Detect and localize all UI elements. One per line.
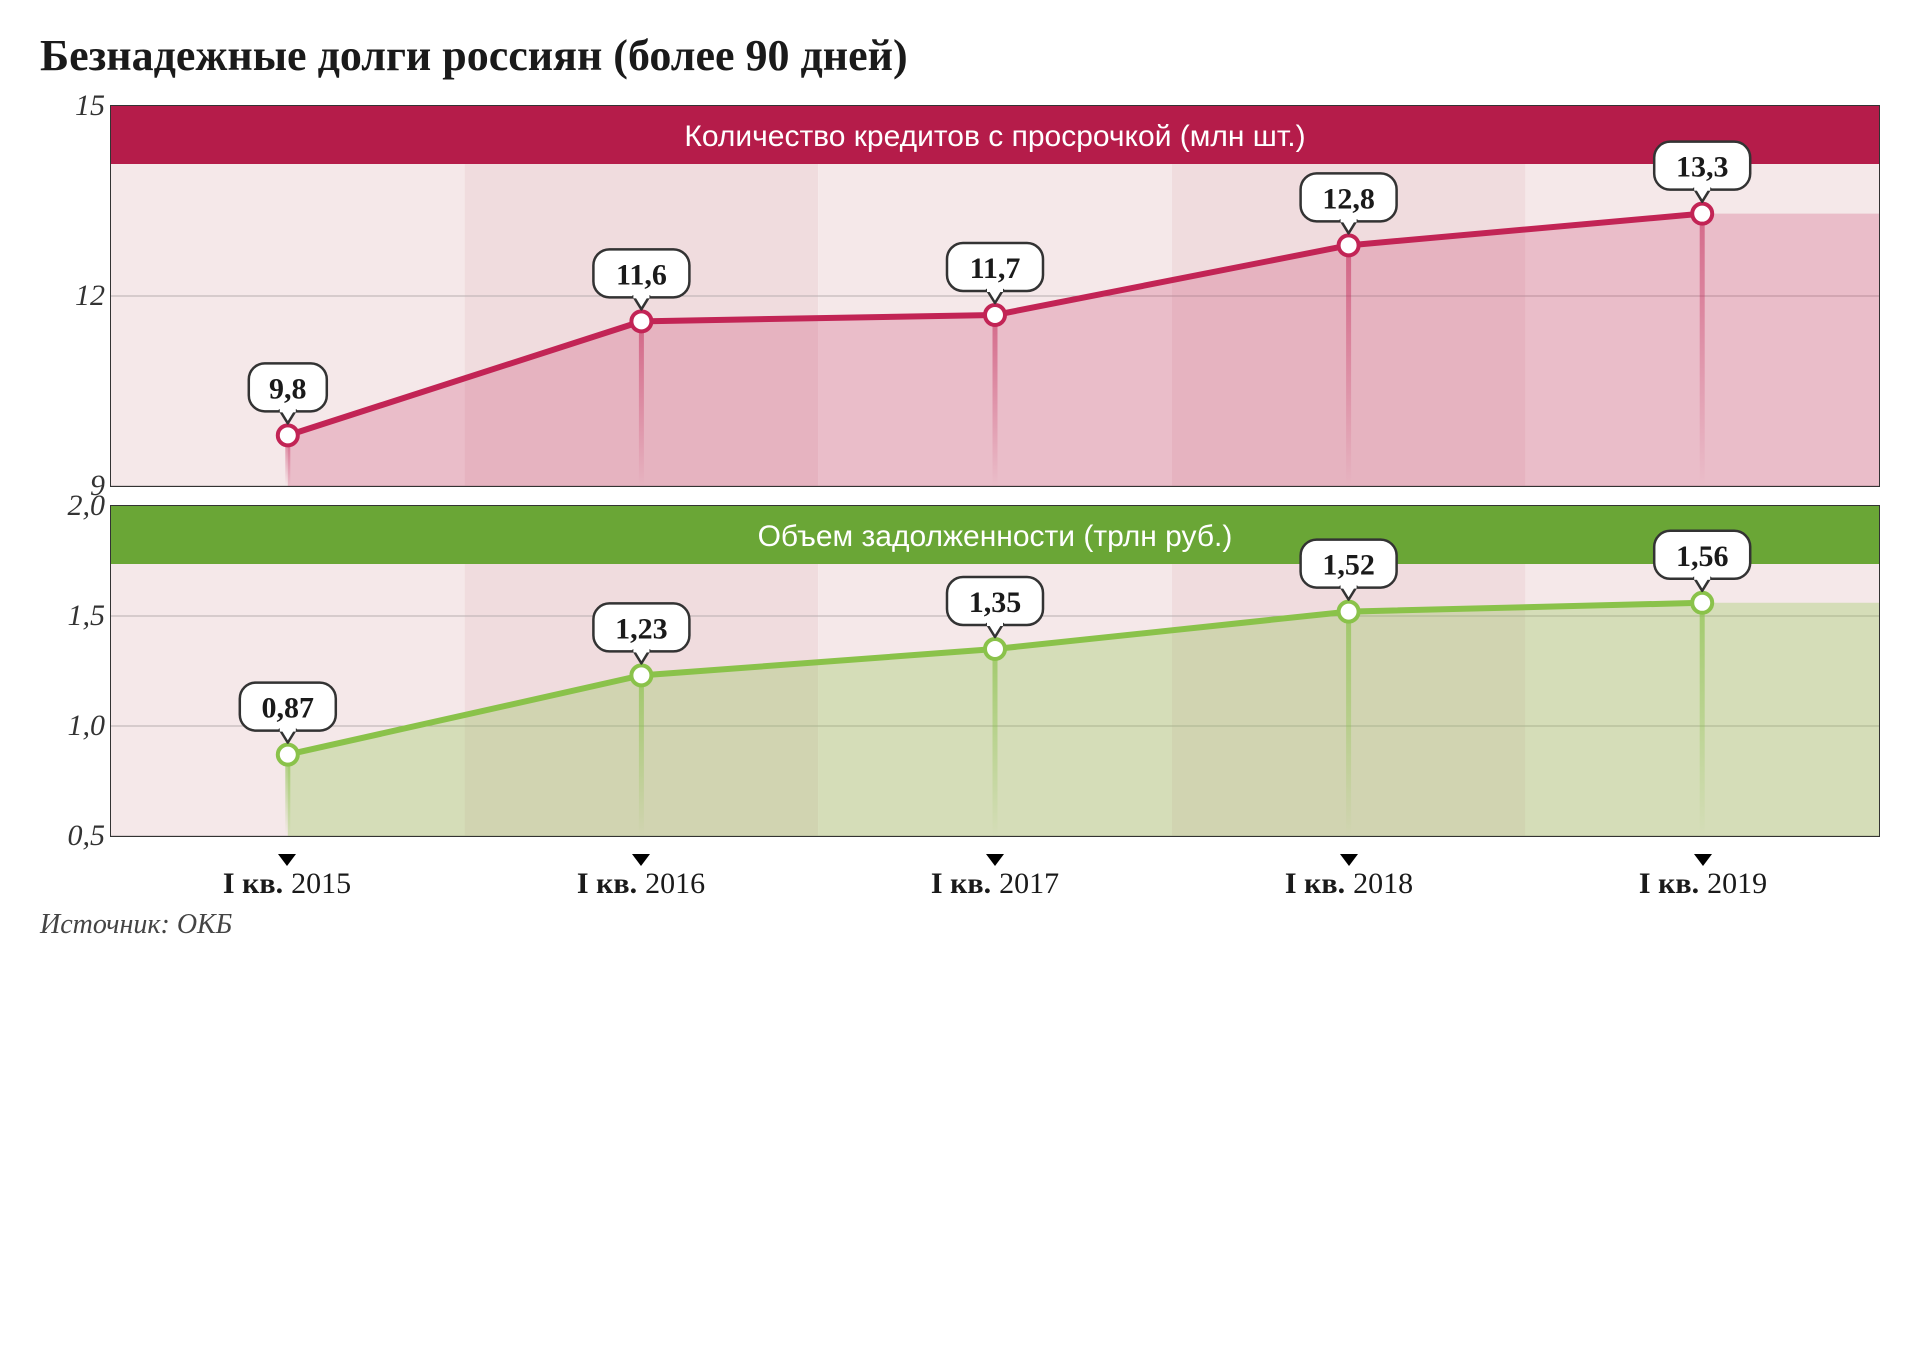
x-axis-label: I кв.2016 [577, 867, 705, 901]
x-tick-mark [632, 854, 650, 866]
chart-volume: 0,51,01,52,0 Объем задолженности (трлн р… [110, 505, 1880, 837]
value-label: 1,35 [969, 586, 1022, 619]
x-axis-label: I кв.2019 [1639, 867, 1767, 901]
y-tick-label: 0,5 [41, 819, 105, 853]
y-tick-label: 15 [41, 89, 105, 123]
value-label: 0,87 [262, 692, 315, 725]
chart-loans: 91215 Количество кредитов с просрочкой (… [110, 105, 1880, 487]
chart-header-label: Количество кредитов с просрочкой (млн шт… [684, 120, 1305, 153]
value-label: 13,3 [1676, 151, 1729, 184]
chart-loans-body: 91215 Количество кредитов с просрочкой (… [111, 106, 1879, 486]
value-label: 1,52 [1322, 549, 1375, 582]
x-tick-mark [1694, 854, 1712, 866]
source-label: Источник: ОКБ [40, 909, 1880, 941]
x-axis-label: I кв.2018 [1285, 867, 1413, 901]
y-tick-label: 2,0 [41, 489, 105, 523]
x-tick-mark [278, 854, 296, 866]
value-label: 1,23 [615, 612, 668, 645]
value-label: 12,8 [1322, 182, 1375, 215]
page-title: Безнадежные долги россиян (более 90 дней… [40, 30, 1880, 81]
y-tick-label: 1,5 [41, 599, 105, 633]
chart-volume-body: 0,51,01,52,0 Объем задолженности (трлн р… [111, 506, 1879, 836]
chart-volume-plot: Объем задолженности (трлн руб.) 0,87 1,23 1… [111, 506, 1879, 836]
x-axis: I кв.2015 I кв.2016 I кв.2017 I кв.2018 I кв… [110, 855, 1880, 905]
chart-loans-yaxis: 91215 [41, 106, 105, 486]
value-label: 9,8 [269, 372, 307, 405]
chart-volume-yaxis: 0,51,01,52,0 [41, 506, 105, 836]
charts-container: 91215 Количество кредитов с просрочкой (… [110, 105, 1880, 905]
value-label: 11,7 [970, 252, 1021, 285]
value-label: 1,56 [1676, 540, 1729, 573]
x-tick-mark [986, 854, 1004, 866]
chart-header-label: Объем задолженности (трлн руб.) [758, 520, 1233, 553]
value-label: 11,6 [616, 258, 667, 291]
y-tick-label: 1,0 [41, 709, 105, 743]
x-axis-label: I кв.2015 [223, 867, 351, 901]
x-axis-label: I кв.2017 [931, 867, 1059, 901]
x-tick-mark [1340, 854, 1358, 866]
chart-loans-plot: Количество кредитов с просрочкой (млн шт… [111, 106, 1879, 486]
y-tick-label: 12 [41, 279, 105, 313]
